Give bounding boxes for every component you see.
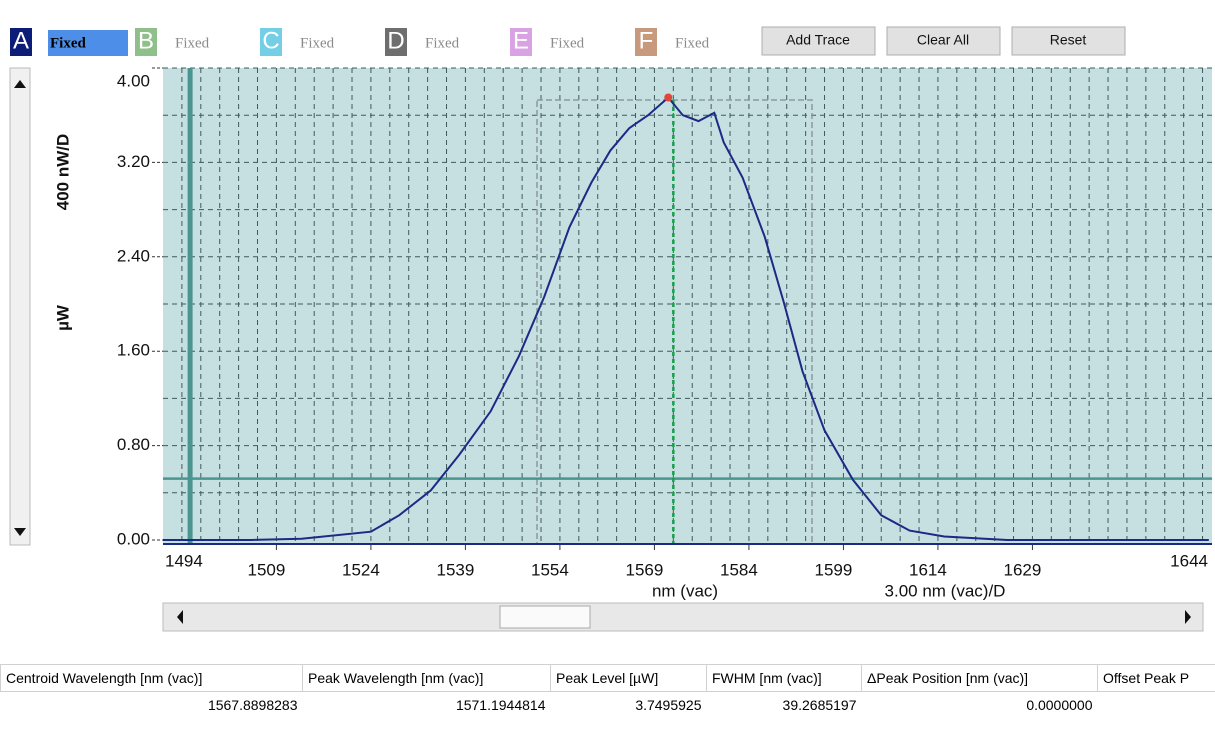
table-cell: 1571.1944814 bbox=[455, 697, 546, 713]
scroll-down[interactable] bbox=[14, 528, 26, 536]
table-header: Peak Level [µW] bbox=[550, 664, 707, 692]
trace-letter: C bbox=[262, 27, 279, 54]
trace-swatch[interactable] bbox=[635, 28, 657, 56]
table-cell: 39.2685197 bbox=[782, 697, 857, 713]
y-tick-label: 3.20 bbox=[117, 152, 150, 171]
trace-mode[interactable]: Fixed bbox=[550, 35, 585, 51]
x-range-start: 1494 bbox=[165, 551, 203, 570]
y-scale-label: 400 nW/D bbox=[53, 134, 72, 211]
scroll-left[interactable] bbox=[177, 610, 183, 624]
x-tick-label: 1629 bbox=[1004, 560, 1042, 579]
trace-letter: D bbox=[387, 27, 404, 54]
trace-letter: A bbox=[13, 27, 29, 54]
trace-swatch[interactable] bbox=[10, 28, 32, 56]
button-label[interactable]: Add Trace bbox=[786, 32, 850, 48]
x-tick-label: 1524 bbox=[342, 560, 380, 579]
trace-swatch[interactable] bbox=[135, 28, 157, 56]
table-cell: 0.0000000 bbox=[1026, 697, 1093, 713]
table-cell bbox=[1098, 692, 1215, 719]
peak-marker bbox=[664, 93, 673, 102]
scroll-right[interactable] bbox=[1185, 610, 1191, 624]
trace-mode[interactable]: Fixed bbox=[300, 35, 335, 51]
table-header: Centroid Wavelength [nm (vac)] bbox=[0, 664, 303, 692]
button-label[interactable]: Clear All bbox=[917, 32, 969, 48]
x-tick-label: 1554 bbox=[531, 560, 569, 579]
table-header: FWHM [nm (vac)] bbox=[706, 664, 862, 692]
x-axis-label: nm (vac) bbox=[652, 581, 718, 600]
y-tick-label: 4.00 bbox=[117, 71, 150, 90]
h-scrollbar[interactable] bbox=[162, 602, 1204, 632]
table-cell: 1567.8898283 bbox=[207, 697, 298, 713]
trace-letter: E bbox=[513, 27, 529, 54]
table-header: Peak Wavelength [nm (vac)] bbox=[302, 664, 551, 692]
trace-mode-active bbox=[48, 30, 128, 56]
x-tick-label: 1599 bbox=[815, 560, 853, 579]
trace-swatch[interactable] bbox=[510, 28, 532, 56]
button[interactable] bbox=[1011, 26, 1126, 56]
results-table: Centroid Wavelength [nm (vac)] Peak Wavel… bbox=[0, 664, 1215, 718]
trace-mode[interactable]: Fixed bbox=[50, 35, 86, 51]
x-tick-label: 1614 bbox=[909, 560, 947, 579]
trace-letter: B bbox=[138, 27, 154, 54]
y-tick-label: 0.80 bbox=[117, 435, 150, 454]
button[interactable] bbox=[886, 26, 1001, 56]
plot-area bbox=[163, 68, 1212, 544]
trace-swatch[interactable] bbox=[260, 28, 282, 56]
chart: A Fixed B Fixed C Fixed D Fixed E Fixed F Fixed Add … bbox=[9, 26, 1212, 632]
y-tick-label: 1.60 bbox=[117, 341, 150, 360]
x-range-end: 1644 bbox=[1170, 551, 1208, 570]
trace-mode[interactable]: Fixed bbox=[675, 35, 710, 51]
trace-mode[interactable]: Fixed bbox=[175, 35, 210, 51]
y-unit-label: µW bbox=[53, 304, 72, 331]
x-tick-label: 1539 bbox=[437, 560, 475, 579]
trace-letter: F bbox=[639, 27, 654, 54]
trace-swatch[interactable] bbox=[385, 28, 407, 56]
x-tick-label: 1509 bbox=[247, 560, 285, 579]
table-row: 1567.8898283 1571.1944814 3.7495925 39.2685… bbox=[1, 692, 1215, 719]
v-scrollbar[interactable] bbox=[9, 67, 31, 546]
table-cell: 3.7495925 bbox=[635, 697, 702, 713]
trace-mode[interactable]: Fixed bbox=[425, 35, 460, 51]
table-header: Offset Peak P bbox=[1097, 664, 1215, 692]
button[interactable] bbox=[761, 26, 876, 56]
y-tick-label: 0.00 bbox=[117, 529, 150, 548]
h-scroll-thumb[interactable] bbox=[499, 605, 591, 629]
button-label[interactable]: Reset bbox=[1050, 32, 1087, 48]
table-row: Centroid Wavelength [nm (vac)] Peak Wavel… bbox=[0, 664, 1215, 692]
scroll-up[interactable] bbox=[14, 80, 26, 88]
x-scale-label: 3.00 nm (vac)/D bbox=[885, 581, 1006, 600]
y-tick-label: 2.40 bbox=[117, 246, 150, 265]
x-tick-label: 1569 bbox=[626, 560, 664, 579]
x-tick-label: 1584 bbox=[720, 560, 758, 579]
table-header: ΔPeak Position [nm (vac)] bbox=[861, 664, 1098, 692]
